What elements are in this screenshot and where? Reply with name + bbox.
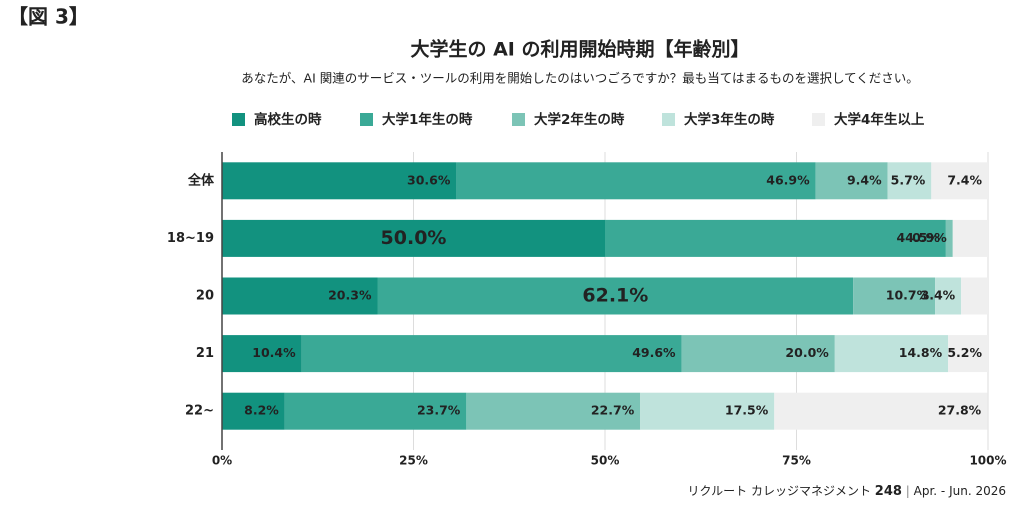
- data-label: 20.0%: [785, 345, 829, 360]
- y-tick-label: 21: [196, 346, 214, 361]
- footer-issue: 248: [875, 484, 902, 499]
- data-label: 49.6%: [632, 345, 676, 360]
- data-label: 22.7%: [591, 403, 635, 418]
- y-tick-label: 全体: [187, 172, 215, 188]
- bar-segment: [887, 162, 932, 200]
- data-label: 46.9%: [766, 172, 810, 187]
- data-label: 7.4%: [947, 172, 982, 187]
- data-label: 14.8%: [899, 345, 943, 360]
- data-label: 8.2%: [244, 403, 279, 418]
- legend-label: 大学3年生の時: [684, 111, 775, 128]
- legend-swatch: [360, 113, 373, 126]
- legend-label: 大学2年生の時: [534, 111, 625, 128]
- data-label: 27.8%: [938, 403, 982, 418]
- data-label: 62.1%: [582, 285, 648, 307]
- x-tick-label: 0%: [212, 454, 232, 468]
- data-label: 17.5%: [725, 403, 769, 418]
- data-label: 3.4%: [921, 288, 956, 303]
- legend-label: 高校生の時: [254, 111, 322, 128]
- bar-segment: [456, 162, 816, 200]
- bar-segment: [222, 219, 605, 257]
- data-label: 9.4%: [847, 172, 882, 187]
- chart-title: 大学生の AI の利用開始時期【年齢別】: [410, 38, 749, 61]
- bar-segment: [681, 335, 835, 373]
- footer-date: Apr. - Jun. 2026: [914, 484, 1006, 498]
- data-label: 44.5%: [896, 230, 940, 245]
- bar-segment: [935, 277, 962, 315]
- bar-segment: [815, 162, 888, 200]
- x-tick-label: 50%: [591, 454, 620, 468]
- data-label: 10.7%: [886, 288, 930, 303]
- bar-segment: [605, 219, 946, 257]
- bar-segment: [377, 277, 854, 315]
- bar-segment: [222, 335, 302, 373]
- y-tick-label: 20: [196, 289, 214, 304]
- data-label: 20.3%: [328, 288, 372, 303]
- x-tick-label: 75%: [782, 454, 811, 468]
- bar-segment: [301, 335, 682, 373]
- bar-segment: [945, 219, 953, 257]
- chart-subtitle: あなたが、AI 関連のサービス・ツールの利用を開始したのはいつごろですか？最も当…: [241, 71, 918, 86]
- bar-segment: [640, 392, 775, 430]
- x-tick-label: 25%: [399, 454, 428, 468]
- bar-segment: [284, 392, 467, 430]
- legend-label: 大学4年生以上: [834, 111, 925, 128]
- legend-swatch: [812, 113, 825, 126]
- data-label: 0.9%: [912, 230, 947, 245]
- data-label: 5.2%: [947, 345, 982, 360]
- y-tick-label: 22~: [185, 404, 214, 419]
- data-label: 5.7%: [891, 172, 926, 187]
- bar-segment: [952, 219, 988, 257]
- data-label: 23.7%: [417, 403, 461, 418]
- data-label: 50.0%: [381, 227, 447, 249]
- bar-segment: [853, 277, 936, 315]
- bar-segment: [961, 277, 988, 315]
- y-tick-label: 18~19: [167, 231, 214, 246]
- data-label: 30.6%: [407, 172, 451, 187]
- data-label: 10.4%: [252, 345, 296, 360]
- footer: リクルート カレッジマネジメント 248 | Apr. - Jun. 2026: [688, 484, 1007, 499]
- bar-segment: [948, 335, 988, 373]
- legend-swatch: [512, 113, 525, 126]
- figure-label: 【図 3】: [8, 5, 89, 29]
- bar-segment: [931, 162, 988, 200]
- bar-segment: [834, 335, 949, 373]
- bar-segment: [222, 392, 285, 430]
- legend-swatch: [232, 113, 245, 126]
- footer-publisher: リクルート カレッジマネジメント: [688, 484, 871, 498]
- legend-swatch: [662, 113, 675, 126]
- x-tick-label: 100%: [969, 454, 1006, 468]
- bar-segment: [466, 392, 641, 430]
- bar-segment: [222, 162, 457, 200]
- legend-label: 大学1年生の時: [382, 111, 473, 128]
- bar-segment: [774, 392, 988, 430]
- footer-separator: |: [906, 484, 910, 498]
- bar-segment: [222, 277, 378, 315]
